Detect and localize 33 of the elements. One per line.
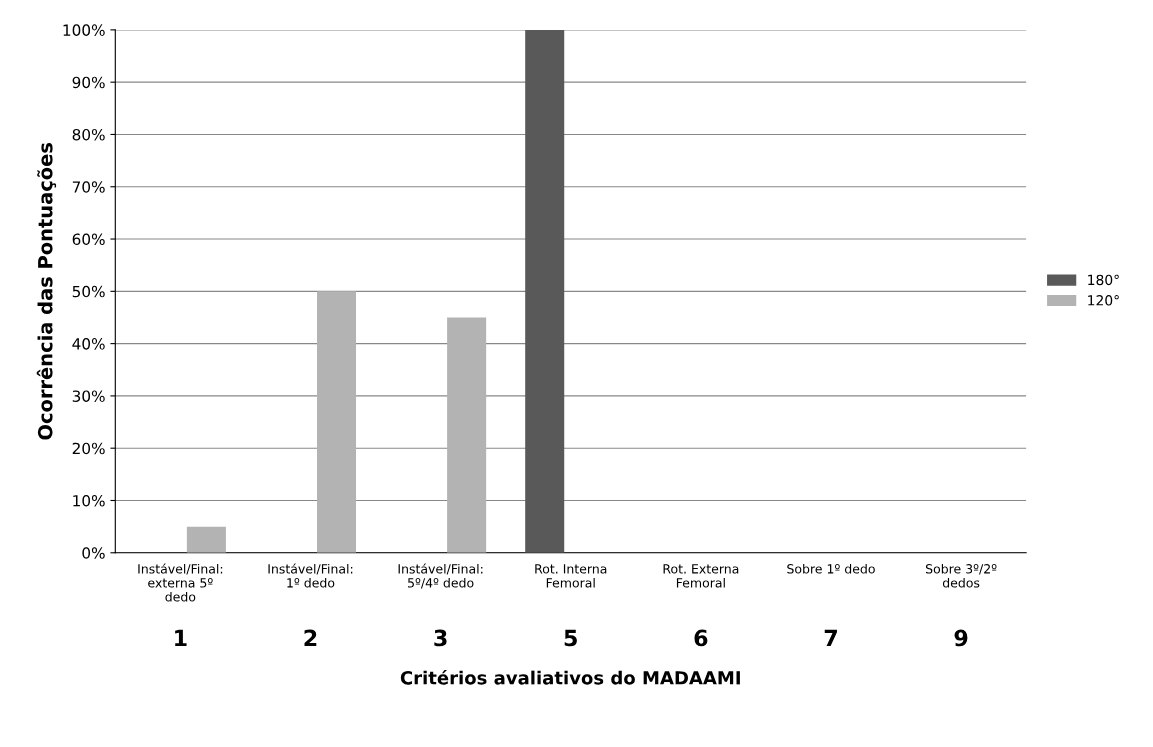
text: 2 [304,629,317,647]
bar [447,317,487,553]
y-tick-label: 80% [72,128,105,141]
legend-label: 120° [1088,295,1119,306]
text: 6 [694,629,708,647]
y-tick-label: 0% [82,547,105,559]
y-axis-title: Ocorrência das Pontuações [36,143,57,440]
x-tick-label: Instável/Final: 1º dedo [268,563,353,588]
bar [186,526,226,553]
y-tick-label: 70% [72,181,105,193]
y-tick-label: 100% [63,24,105,36]
text: 7 [824,629,837,647]
text: 9 [954,629,968,647]
bar [316,291,357,553]
y-tick-label: 60% [72,233,105,246]
y-tick-label: 90% [72,76,105,89]
bar [525,29,565,553]
y-tick-label: 50% [72,285,105,298]
x-tick-label: Sobre 1º dedo [787,563,875,574]
text: 5 [564,629,577,647]
text: 3 [434,629,447,647]
x-tick-label: Rot. Externa Femoral [663,564,739,588]
legend-label: 180° [1088,274,1119,286]
x-tick-label: Sobre 3º/2º dedos [925,563,997,588]
x-tick-label: Instável/Final: externa 5º dedo [138,563,223,602]
y-tick-label: 10% [73,494,105,507]
y-tick-label: 20% [72,442,105,455]
y-tick-label: 40% [72,338,105,350]
x-tick-label: Rot. Interna Femoral [535,564,607,588]
x-tick-label: Instável/Final: 5º/4º dedo [398,563,483,589]
y-tick-label: 30% [72,390,105,402]
x-axis-title: Critérios avaliativos do MADAAMI [400,669,740,685]
text: 1 [175,629,187,647]
